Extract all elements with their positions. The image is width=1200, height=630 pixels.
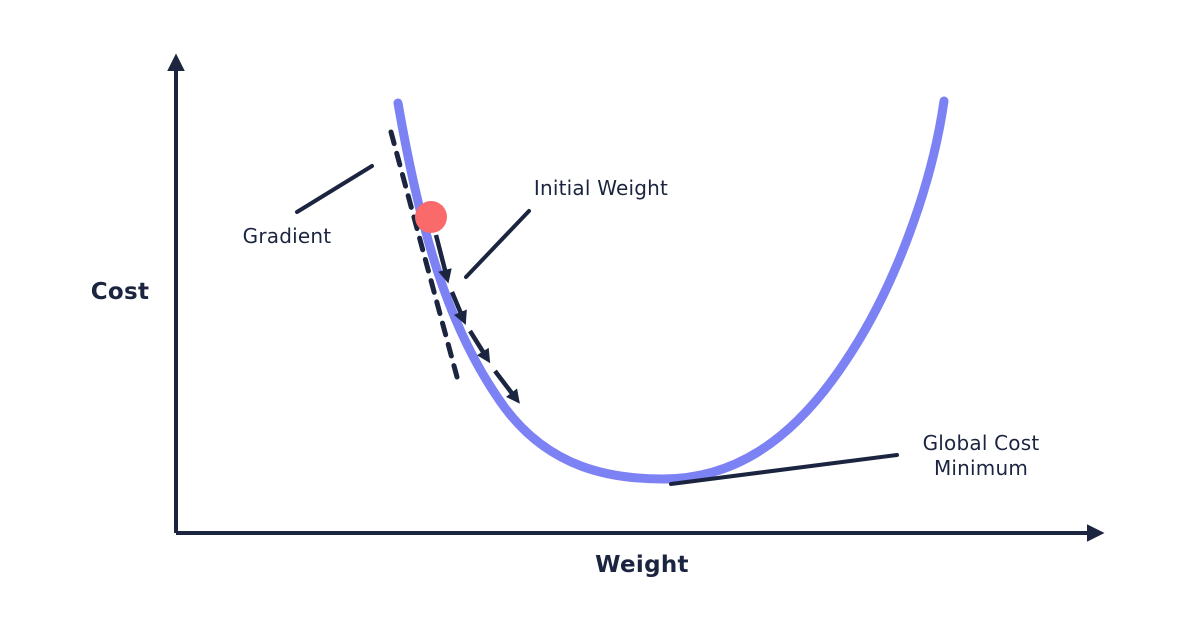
descent-arrow-1	[433, 234, 452, 284]
y-axis-label: Cost	[90, 279, 150, 305]
initial-weight-annotation: Initial Weight	[533, 176, 669, 200]
gradient-tangent-dashed-line	[388, 129, 460, 380]
initial-weight-leader-line	[464, 209, 531, 279]
descent-arrow-4	[493, 369, 520, 404]
gradient-leader-line	[295, 164, 374, 214]
gradient-annotation: Gradient	[242, 224, 332, 248]
cost-curve	[393, 96, 949, 484]
descent-arrow-3	[468, 329, 491, 364]
descent-arrow-2	[449, 291, 467, 326]
global-cost-minimum-leader-line	[669, 453, 899, 486]
descent-arrows	[433, 234, 520, 404]
x-axis-label: Weight	[595, 552, 689, 578]
global-cost-minimum-annotation: Global Cost Minimum	[922, 431, 1040, 480]
initial-weight-dot	[415, 201, 447, 233]
